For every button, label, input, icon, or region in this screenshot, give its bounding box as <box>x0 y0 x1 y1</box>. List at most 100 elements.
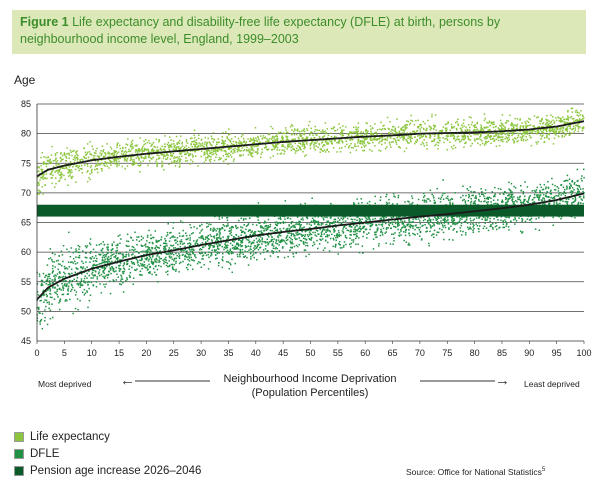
data-point <box>300 218 302 221</box>
data-point <box>117 256 119 259</box>
data-point <box>324 130 326 133</box>
data-point <box>52 316 54 319</box>
data-point <box>447 197 449 200</box>
data-point <box>228 251 230 253</box>
data-point <box>420 126 423 129</box>
data-point <box>241 245 244 247</box>
data-point <box>513 131 515 134</box>
data-point <box>524 220 527 223</box>
data-point <box>353 145 356 147</box>
data-point <box>569 131 571 134</box>
data-point <box>244 142 247 145</box>
data-point <box>242 149 245 152</box>
data-point <box>330 136 333 138</box>
data-point <box>272 144 274 146</box>
data-point <box>537 141 539 143</box>
data-point <box>198 149 200 151</box>
data-point <box>230 227 233 229</box>
data-point <box>501 131 503 134</box>
data-point <box>555 117 557 119</box>
data-point <box>54 287 56 289</box>
data-point <box>552 116 554 118</box>
data-point <box>407 137 409 140</box>
data-point <box>89 153 91 155</box>
data-point <box>453 219 456 222</box>
data-point <box>147 151 149 153</box>
data-point <box>175 260 177 263</box>
data-point <box>63 271 65 274</box>
data-point <box>58 171 60 173</box>
data-point <box>341 129 343 131</box>
data-point <box>449 201 451 204</box>
data-point <box>248 150 250 152</box>
data-point <box>300 233 302 236</box>
data-point <box>474 139 476 142</box>
data-point <box>193 149 195 152</box>
data-point <box>46 301 49 304</box>
data-point <box>394 127 397 130</box>
data-point <box>445 123 448 125</box>
data-point <box>239 250 242 252</box>
data-point <box>331 222 333 224</box>
data-point <box>501 114 504 116</box>
data-point <box>472 229 474 232</box>
data-point <box>111 243 114 245</box>
data-point <box>571 111 574 113</box>
data-point <box>486 203 489 206</box>
data-point <box>505 197 508 200</box>
data-point <box>108 258 110 261</box>
data-point <box>380 136 383 139</box>
data-point <box>322 229 324 231</box>
data-point <box>123 158 126 160</box>
data-point <box>83 277 86 280</box>
data-point <box>188 242 191 244</box>
data-point <box>319 148 322 150</box>
data-point <box>69 149 72 152</box>
data-point <box>368 232 370 234</box>
data-point <box>354 229 357 231</box>
data-point <box>492 137 495 140</box>
data-point <box>217 150 219 152</box>
data-point <box>473 133 475 136</box>
data-point <box>37 307 40 310</box>
data-point <box>554 184 556 187</box>
data-point <box>348 224 351 227</box>
data-point <box>176 161 178 163</box>
data-point <box>237 245 240 247</box>
data-point <box>428 198 430 200</box>
data-point <box>274 226 277 229</box>
data-point <box>48 159 50 162</box>
data-point <box>431 225 434 227</box>
data-point <box>261 151 264 153</box>
data-point <box>295 147 298 150</box>
data-point <box>234 151 236 153</box>
data-point <box>411 201 414 204</box>
data-point <box>98 156 101 158</box>
data-point <box>563 121 566 123</box>
data-point <box>121 165 123 168</box>
data-point <box>287 143 290 146</box>
data-point <box>282 145 285 147</box>
data-point <box>290 222 293 225</box>
data-point <box>510 130 512 133</box>
data-point <box>287 146 290 148</box>
data-point <box>328 151 330 153</box>
data-point <box>152 236 155 239</box>
data-point <box>573 183 576 185</box>
data-point <box>470 220 472 222</box>
data-point <box>184 258 186 260</box>
data-point <box>109 160 111 162</box>
data-point <box>307 124 310 127</box>
data-point <box>302 151 304 153</box>
data-point <box>262 249 265 251</box>
data-point <box>174 247 177 249</box>
data-point <box>82 159 84 161</box>
data-point <box>259 236 262 238</box>
data-point <box>427 119 429 122</box>
data-point <box>491 191 494 193</box>
data-point <box>144 155 147 157</box>
data-point <box>486 137 488 139</box>
data-point <box>144 157 146 159</box>
data-point <box>406 124 408 126</box>
data-point <box>403 137 405 140</box>
